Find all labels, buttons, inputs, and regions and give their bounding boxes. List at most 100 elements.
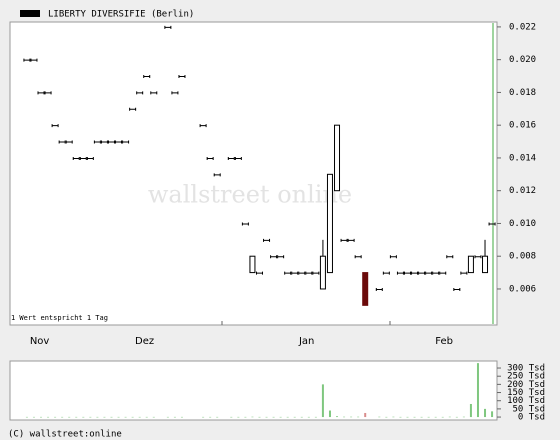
price-tick: [234, 156, 242, 160]
volume-bar: [173, 416, 176, 418]
price-tick: [213, 173, 221, 177]
volume-bar: [336, 416, 339, 418]
price-tick: [115, 140, 123, 144]
price-tick: [136, 91, 144, 95]
price-tick: [37, 91, 45, 95]
volume-bar: [237, 416, 240, 418]
volume-bar: [491, 411, 494, 418]
volume-bar: [244, 416, 247, 418]
volume-bar: [399, 416, 402, 418]
price-tick: [277, 255, 285, 259]
y-tick-label: 200 Tsd: [507, 380, 545, 390]
volume-panel: [9, 360, 498, 421]
price-tick: [291, 271, 299, 275]
y-tick-label: 0.014: [509, 153, 536, 163]
candle-body: [362, 272, 369, 306]
price-tick: [164, 25, 172, 29]
volume-bar: [47, 416, 50, 418]
price-tick: [375, 287, 383, 291]
price-tick: [150, 91, 158, 95]
price-tick: [298, 271, 306, 275]
price-tick: [418, 271, 426, 275]
volume-bar: [279, 416, 282, 418]
volume-bar: [117, 416, 120, 418]
y-tick-label: 0.006: [509, 284, 536, 294]
volume-bar: [448, 416, 451, 418]
volume-bar: [441, 416, 444, 418]
y-tick-label: 0.022: [509, 22, 536, 32]
volume-bar: [272, 416, 275, 418]
price-tick: [72, 156, 80, 160]
y-tick-label: 250 Tsd: [507, 372, 545, 382]
y-tick-label: 0.016: [509, 121, 536, 131]
price-tick: [79, 156, 87, 160]
volume-bar: [96, 416, 99, 418]
y-tick-label: 50 Tsd: [512, 404, 545, 414]
volume-bar: [385, 416, 388, 418]
legend-swatch: [20, 10, 40, 17]
candle-body: [319, 255, 326, 290]
x-tick-label: Nov: [30, 336, 50, 347]
price-tick: [23, 58, 31, 62]
volume-bar: [406, 416, 409, 418]
volume-bar: [61, 416, 64, 418]
footer: (C) wallstreet:online: [8, 430, 122, 440]
price-tick: [439, 271, 447, 275]
volume-bar: [25, 416, 28, 418]
volume-bar: [343, 416, 346, 418]
price-tick: [44, 91, 52, 95]
price-tick: [411, 271, 419, 275]
volume-bar: [202, 416, 205, 418]
volume-bar: [216, 416, 219, 418]
volume-bar: [462, 416, 465, 418]
price-tick: [354, 255, 362, 259]
volume-bar: [251, 416, 254, 418]
price-tick: [389, 255, 397, 259]
y-tick-label: 0.010: [509, 219, 536, 229]
volume-bar: [131, 416, 134, 418]
volume-bar: [413, 416, 416, 418]
volume-bar: [427, 416, 430, 418]
volume-bar: [110, 416, 113, 418]
price-tick: [425, 271, 433, 275]
y-tick-label: 0.008: [509, 252, 536, 262]
price-tick: [227, 156, 235, 160]
price-tick: [432, 271, 440, 275]
price-tick: [403, 271, 411, 275]
price-tick: [263, 238, 271, 242]
volume-bar: [307, 416, 310, 418]
y-tick-label: 100 Tsd: [507, 396, 545, 406]
volume-bar: [209, 416, 212, 418]
volume-bar: [293, 416, 296, 418]
price-tick: [340, 238, 348, 242]
price-tick: [178, 75, 186, 79]
candle-body: [467, 255, 474, 274]
price-tick: [255, 271, 263, 275]
price-tick: [382, 271, 390, 275]
price-tick: [51, 124, 59, 128]
price-tick: [65, 140, 73, 144]
volume-bar: [328, 410, 331, 418]
price-tick: [122, 140, 130, 144]
candle-body: [249, 255, 256, 274]
legend-label: LIBERTY DIVERSIFIE (Berlin): [48, 10, 194, 20]
volume-bar: [314, 416, 317, 418]
volume-bar: [357, 416, 360, 418]
price-tick: [396, 271, 404, 275]
price-tick: [206, 156, 214, 160]
volume-bar: [484, 408, 487, 418]
volume-bar: [420, 416, 423, 418]
x-tick-label: Jan: [298, 336, 314, 347]
volume-bar: [68, 416, 71, 418]
price-tick: [107, 140, 115, 144]
price-tick: [488, 222, 496, 226]
volume-bar: [89, 416, 92, 418]
candle-body: [334, 124, 341, 192]
y-tick-label: 150 Tsd: [507, 388, 545, 398]
watermark: wallstreet online: [148, 181, 352, 209]
price-tick: [143, 75, 151, 79]
y-tick-label: 0 Tsd: [518, 413, 545, 423]
volume-bar: [350, 416, 353, 418]
price-tick: [453, 287, 461, 291]
